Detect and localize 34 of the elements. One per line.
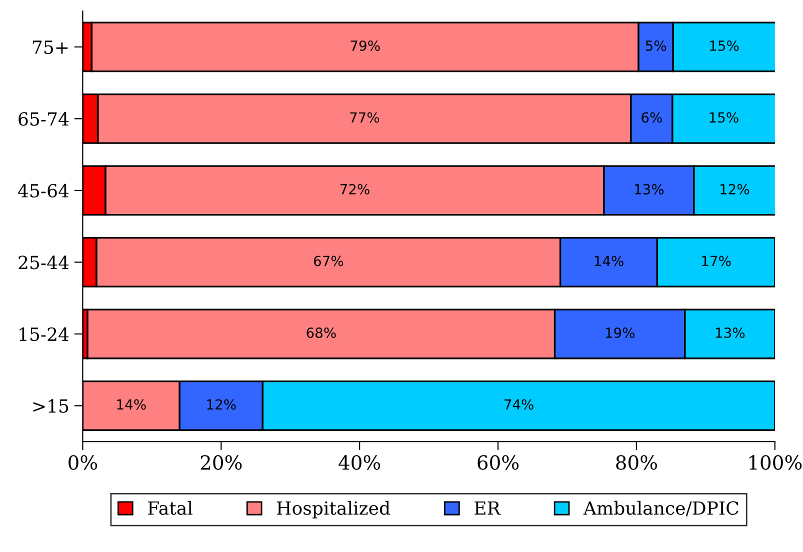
y-tick-label: 25-44: [18, 256, 69, 270]
legend-label: Fatal: [148, 500, 192, 515]
data-label: 12%: [720, 184, 750, 194]
y-tick-label: >15: [33, 399, 68, 413]
data-label: 77%: [350, 112, 380, 123]
data-label: 79%: [350, 40, 380, 51]
y-tick-label: 65-74: [18, 112, 69, 126]
data-label: 6%: [642, 112, 662, 123]
legend-label: Hospitalized: [277, 500, 390, 518]
data-label: 14%: [117, 399, 146, 410]
data-label: 19%: [606, 327, 635, 338]
x-tick-label: 80%: [616, 455, 657, 470]
data-label: 17%: [702, 256, 731, 266]
data-label: 68%: [306, 327, 336, 338]
x-tick-label: 60%: [478, 455, 519, 470]
y-tick-label: 75+: [32, 40, 68, 54]
data-label: 15%: [710, 40, 739, 51]
data-label: 12%: [207, 399, 236, 410]
y-tick-label: 15-24: [20, 327, 69, 342]
y-tick-label: 45-64: [18, 184, 69, 198]
data-label: 74%: [504, 399, 534, 410]
x-tick-label: 0%: [68, 455, 98, 470]
legend-label: Ambulance/DPIC: [583, 500, 738, 516]
data-label: 15%: [710, 112, 738, 123]
data-label: 14%: [594, 256, 624, 266]
data-label: 5%: [646, 40, 666, 51]
data-label: 13%: [716, 327, 745, 338]
data-label: 13%: [635, 184, 664, 194]
data-label: 72%: [340, 184, 370, 194]
data-label: 67%: [314, 256, 344, 266]
legend-label: ER: [474, 501, 501, 515]
x-tick-label: 20%: [200, 455, 242, 470]
x-tick-label: 100%: [749, 455, 802, 470]
x-tick-label: 40%: [338, 455, 380, 470]
